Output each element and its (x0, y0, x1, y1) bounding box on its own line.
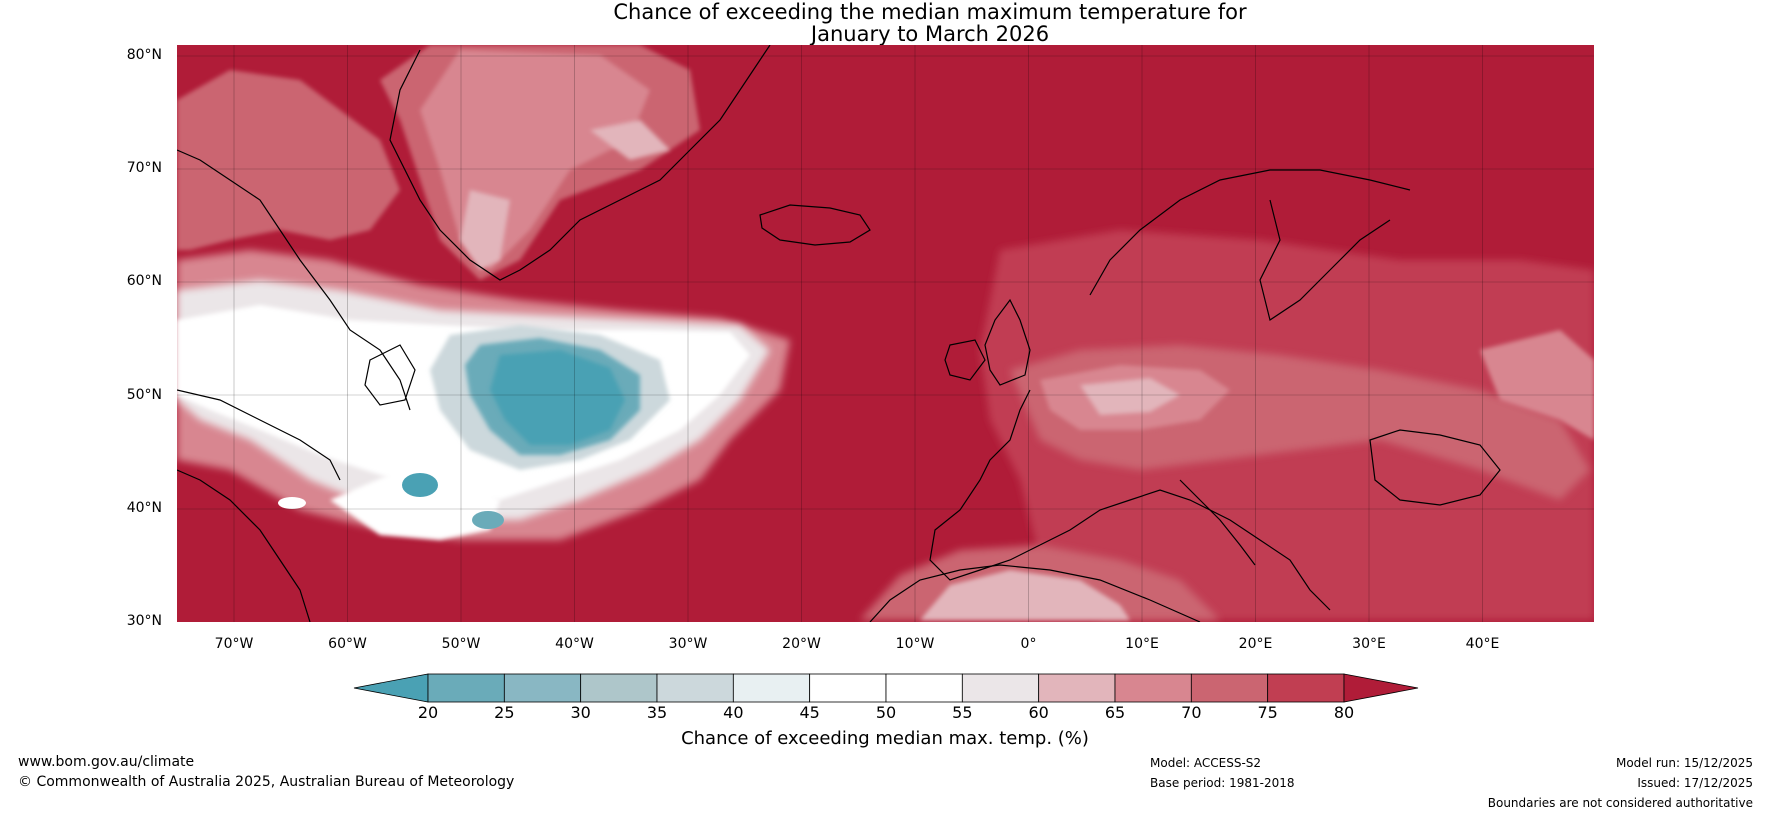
colorbar-tick-label: 65 (1104, 703, 1126, 722)
coastlines (177, 45, 1501, 622)
baffin-coast (177, 149, 411, 411)
map-title-line-1: Chance of exceeding the median maximum t… (613, 0, 1247, 24)
lat-label-70n: 70°N (126, 160, 162, 176)
atlantic-south-blue-2 (472, 511, 504, 529)
model-text: Model: ACCESS-S2 (1150, 756, 1262, 770)
colorbar-cell (732, 673, 811, 703)
norway-coast (1089, 169, 1411, 296)
greenland-zone-60 (460, 190, 510, 270)
colorbar-cell (1267, 673, 1345, 703)
north-africa-coast (869, 564, 1201, 622)
sweden-finland-coast (1259, 199, 1391, 321)
probability-field (177, 45, 1594, 620)
europe-zone-60 (1080, 378, 1180, 415)
atlantic-west-white (278, 497, 306, 509)
colorbar-cell (1114, 673, 1192, 703)
colorbar-cell (1038, 673, 1116, 703)
lon-label-40w: 40°W (555, 636, 594, 652)
lat-label-30n: 30°N (126, 613, 162, 629)
colorbar-cell (580, 673, 658, 703)
atlantic-zone-25 (490, 350, 625, 445)
lat-label-80n: 80°N (126, 47, 162, 63)
colorbar-tick-label: 50 (875, 703, 897, 722)
colorbar-tick-label: 70 (1181, 703, 1202, 722)
colorbar-tick-label: 80 (1333, 703, 1355, 722)
colorbar-tick-label: 75 (1257, 703, 1278, 722)
website-link[interactable]: www.bom.gov.au/climate (18, 754, 195, 770)
colorbar-cell (885, 673, 963, 703)
base-period-text: Base period: 1981-2018 (1150, 776, 1295, 790)
colorbar-tick-label: 35 (646, 703, 668, 722)
lon-label-10e: 10°E (1125, 636, 1159, 652)
lon-label-0: 0° (1020, 636, 1037, 652)
atlantic-south-zone-50 (330, 470, 500, 540)
lon-label-50w: 50°W (441, 636, 481, 652)
labrador-coast (177, 389, 341, 481)
eastern-europe-zone-65 (1480, 330, 1594, 440)
ireland-coast (944, 339, 986, 381)
atlantic-south-blue-1 (402, 473, 438, 497)
baffin-zone-70 (177, 70, 400, 250)
uk-coast (984, 298, 1031, 386)
lon-label-40e: 40°E (1465, 636, 1500, 652)
mediterranean-coast (1039, 489, 1331, 611)
newfoundland-coast (364, 344, 416, 406)
black-sea-coast (1369, 429, 1501, 506)
greenland-coast (389, 45, 771, 281)
lat-label-60n: 60°N (126, 273, 162, 289)
iceland-coast (759, 204, 871, 246)
model-run-text: Model run: 15/12/2025 (1615, 756, 1753, 770)
colorbar-extend-low (353, 673, 429, 703)
north-africa-zone-60 (920, 570, 1130, 620)
colorbar-tick-label: 25 (494, 703, 515, 722)
map-title-line-2: January to March 2026 (810, 22, 1050, 46)
colorbar-tick-label: 30 (570, 703, 591, 722)
lon-label-60w: 60°W (328, 636, 367, 652)
lon-label-20w: 20°W (782, 636, 821, 652)
disclaimer-text: Boundaries are not considered authoritat… (1487, 796, 1753, 810)
lon-label-70w: 70°W (214, 636, 254, 652)
colorbar-tick-label: 55 (952, 703, 973, 722)
lat-label-50n: 50°N (126, 387, 162, 403)
colorbar-cell (503, 673, 582, 703)
colorbar-tick-label: 20 (417, 703, 439, 722)
colorbar-cell (656, 673, 734, 703)
greenland-top-zone-60 (590, 120, 670, 160)
lat-label-40n: 40°N (126, 500, 162, 516)
colorbar-tick-label: 40 (723, 703, 744, 722)
colorbar-cell (1190, 673, 1269, 703)
copyright-text: © Commonwealth of Australia 2025, Austra… (18, 774, 515, 790)
north-america-east-coast (177, 469, 311, 622)
colorbar-extend-high (1343, 673, 1419, 703)
colorbar-cell (961, 673, 1040, 703)
western-europe-coast (929, 389, 1041, 581)
lon-label-30e: 30°E (1352, 636, 1386, 652)
colorbar-label: Chance of exceeding median max. temp. (%… (681, 728, 1089, 749)
issued-text: Issued: 17/12/2025 (1637, 776, 1753, 790)
colorbar-cell (427, 673, 505, 703)
colorbar-cell (809, 673, 887, 703)
graticule (177, 45, 1594, 622)
lon-label-30w: 30°W (668, 636, 708, 652)
colorbar (353, 673, 1419, 703)
colorbar-tick-label: 45 (799, 703, 820, 722)
italy-coast (1179, 479, 1256, 566)
lon-label-20e: 20°E (1238, 636, 1273, 652)
colorbar-tick-label: 60 (1028, 703, 1049, 722)
lon-label-10w: 10°W (895, 636, 935, 652)
